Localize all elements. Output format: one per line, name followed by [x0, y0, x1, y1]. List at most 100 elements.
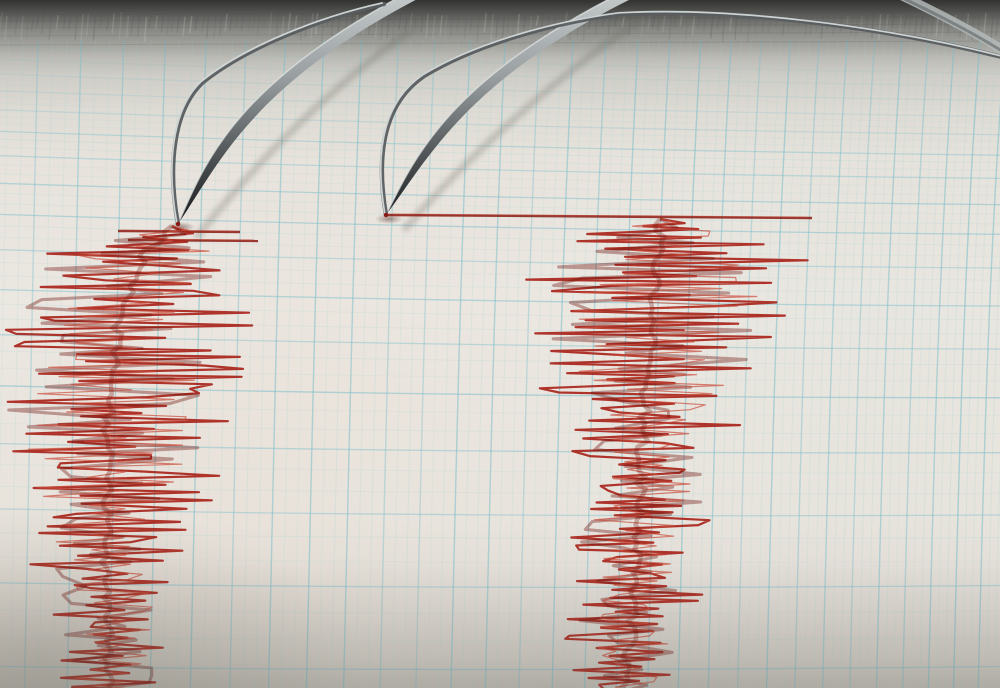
photo-vignette	[0, 500, 1000, 688]
band-blur-dash	[463, 13, 468, 39]
grid-hline	[0, 423, 1000, 435]
band-blur-dash	[201, 14, 205, 33]
band-blur-dash	[256, 15, 261, 35]
band-blur-dash	[189, 15, 193, 34]
band-blur-dash	[787, 15, 791, 30]
pen-ink-tip	[175, 221, 181, 227]
band-blur-dash	[92, 15, 97, 41]
pen-return-wire	[170, 1, 387, 227]
band-blur-dash	[535, 15, 539, 27]
band-blur-dash	[130, 14, 134, 35]
band-blur-dash	[891, 13, 895, 30]
pen-return-wire-highlight	[379, 10, 1000, 214]
band-blur-dash	[506, 15, 511, 33]
grid-hline	[0, 249, 1000, 269]
pen-return-wire	[379, 10, 1000, 218]
band-blur-dash	[229, 16, 233, 31]
band-blur-dash	[398, 12, 402, 31]
band-blur-dash	[380, 14, 384, 40]
pen-tip-shadow	[375, 214, 403, 224]
band-blur-dash	[386, 16, 390, 38]
grid-hline	[0, 78, 1000, 107]
band-blur-dash	[640, 16, 644, 37]
band-blur-dash	[251, 16, 256, 31]
band-blur-dash	[176, 15, 180, 33]
band-blur-dash	[865, 15, 869, 28]
band-blur-dash	[651, 15, 656, 29]
band-blur-dash	[30, 16, 35, 32]
band-blur-dash	[14, 12, 19, 35]
grid-hline	[0, 84, 1000, 112]
band-blur-dash	[391, 14, 396, 41]
band-blur-dash	[746, 16, 751, 42]
band-blur-dash	[247, 13, 251, 31]
band-blur-dash	[148, 14, 152, 28]
band-blur-dash	[710, 14, 714, 39]
pen-arms	[170, 0, 1000, 227]
pen-return-wire-highlight	[171, 1, 383, 223]
band-blur-dash	[205, 14, 210, 39]
grid-hline	[0, 464, 1000, 474]
band-blur-dash	[839, 14, 844, 32]
band-blur-dash	[490, 13, 494, 42]
bottom-left-vignette	[0, 500, 360, 688]
band-blur-dash	[143, 16, 148, 42]
band-blur-dash	[739, 16, 744, 33]
band-blur-dash	[826, 12, 830, 30]
grid-hline	[0, 90, 1000, 118]
band-blur-dash	[697, 15, 701, 30]
drum-horizon-shade	[0, 0, 1000, 58]
band-blur-dash	[495, 16, 499, 38]
band-blur-dash	[25, 12, 30, 39]
band-blur-dash	[522, 14, 527, 31]
corner-rod-shadow-edge	[903, 0, 1000, 52]
band-blur-dash	[908, 13, 912, 33]
trace-baseline-highlight	[391, 213, 807, 218]
band-blur-dash	[287, 12, 292, 31]
band-blur-dash	[74, 13, 78, 41]
band-blur-dash	[4, 15, 8, 40]
pen-shadow	[401, 17, 642, 233]
grid-hline	[0, 288, 1000, 307]
grid-hline	[0, 102, 1000, 129]
grid-hline	[0, 155, 1000, 180]
band-blur-dash	[170, 12, 175, 32]
band-blur-dash	[919, 15, 924, 33]
grid-vline	[0, 39, 10, 507]
band-blur-dash	[656, 14, 661, 31]
band-blur-dash	[106, 16, 110, 31]
grid-hline	[0, 164, 1000, 188]
band-blur-dash	[111, 13, 115, 34]
grid-hline	[0, 73, 1000, 102]
grid-hline	[0, 96, 1000, 123]
trace-baseline	[387, 213, 813, 220]
band-blur-dash	[716, 16, 720, 30]
band-blur-dash	[275, 12, 280, 40]
grid-hline	[0, 130, 1000, 156]
band-blur-dash	[136, 16, 141, 38]
band-blur-line	[0, 31, 1000, 37]
band-blur-dash	[420, 13, 424, 33]
band-blur-dash	[871, 12, 875, 38]
band-blur-dash	[8, 13, 13, 29]
pen-shadow	[193, 23, 419, 241]
band-blur-dash	[983, 12, 987, 34]
band-blur-dash	[48, 14, 52, 40]
band-blur-dash	[41, 12, 45, 34]
band-blur-dash	[154, 15, 159, 31]
grid-hline	[0, 236, 1000, 257]
left-pen	[170, 0, 416, 227]
trace-baseline	[127, 238, 259, 243]
band-blur-dash	[679, 14, 683, 27]
band-blur-dash	[125, 15, 130, 38]
band-blur-dash	[80, 14, 84, 40]
band-blur-dash	[501, 14, 506, 38]
grid-hline	[0, 213, 1000, 235]
band-blur-dash	[118, 12, 122, 40]
band-blur-dash	[804, 14, 808, 37]
band-blur-dash	[85, 13, 90, 37]
grid-hline	[0, 303, 1000, 321]
band-blur-dash	[432, 15, 436, 40]
band-blur-dash	[476, 15, 480, 42]
